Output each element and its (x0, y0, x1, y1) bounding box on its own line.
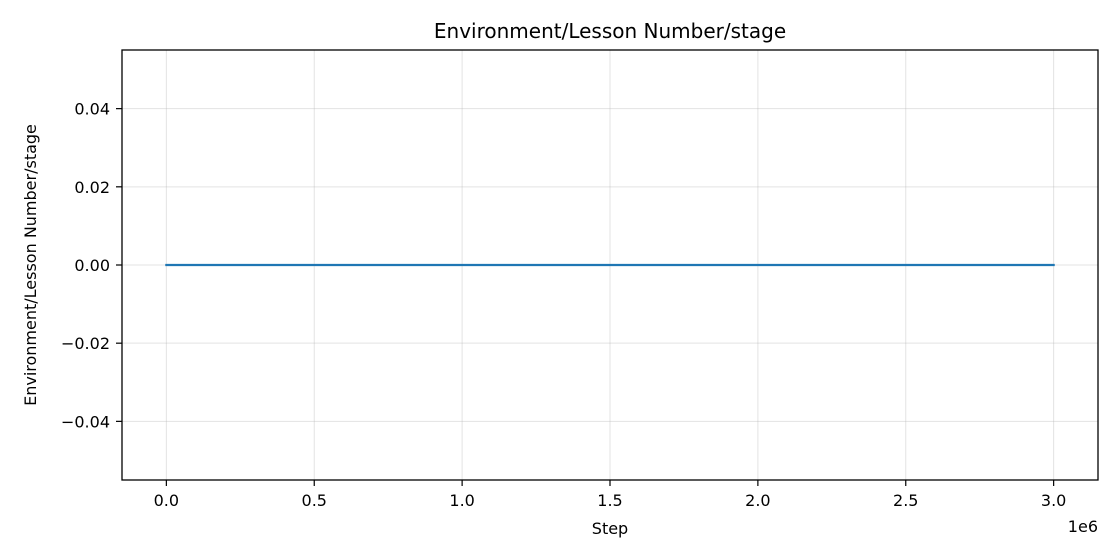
y-tick-label: 0.04 (74, 100, 110, 119)
x-axis-offset-label: 1e6 (1068, 517, 1098, 536)
y-axis-label: Environment/Lesson Number/stage (21, 124, 40, 406)
x-tick-label: 0.0 (154, 491, 179, 510)
y-tick-label: −0.02 (61, 334, 110, 353)
x-tick-label: 0.5 (302, 491, 327, 510)
x-tick-label: 1.0 (449, 491, 474, 510)
x-tick-label: 3.0 (1041, 491, 1066, 510)
x-tick-label: 1.5 (597, 491, 622, 510)
x-axis-label: Step (592, 519, 628, 538)
y-tick-label: 0.02 (74, 178, 110, 197)
x-tick-label: 2.5 (893, 491, 918, 510)
ticks: 0.0 0.5 1.0 1.5 2.0 2.5 3.0 0.04 0.02 0.00 −0.02 −0… (61, 100, 1066, 510)
y-tick-label: −0.04 (61, 412, 110, 431)
chart-title: Environment/Lesson Number/stage (434, 19, 786, 43)
x-tick-label: 2.0 (745, 491, 770, 510)
y-tick-label: 0.00 (74, 256, 110, 275)
